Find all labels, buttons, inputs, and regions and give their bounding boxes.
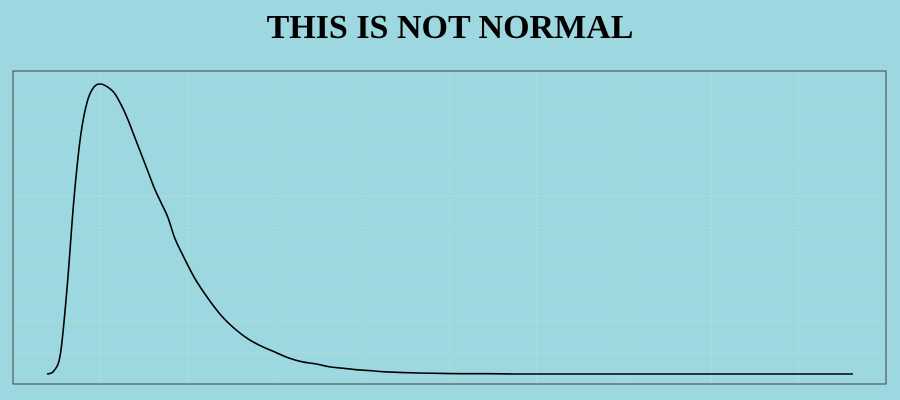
chart-title: THIS IS NOT NORMAL	[266, 9, 634, 46]
plot-frame	[12, 70, 887, 385]
series-line-0	[46, 83, 854, 375]
